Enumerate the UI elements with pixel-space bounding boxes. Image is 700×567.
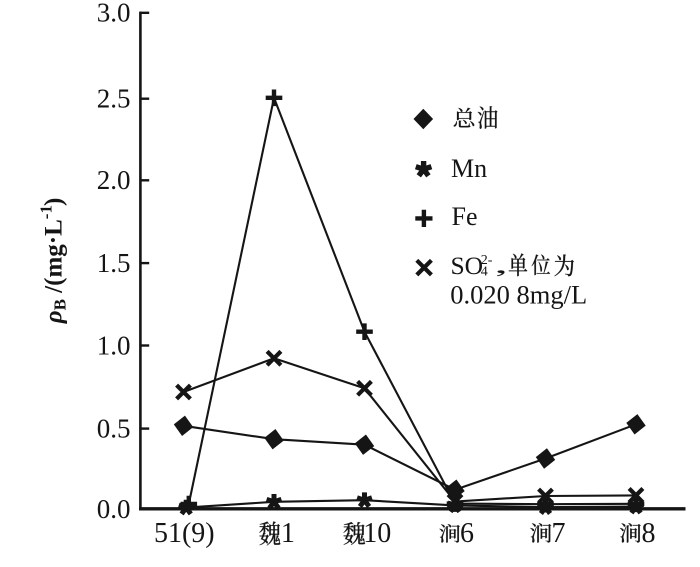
svg-text:SO: SO xyxy=(451,251,484,280)
svg-text:10: 10 xyxy=(363,518,391,549)
svg-text:2.5: 2.5 xyxy=(97,84,131,114)
svg-text:51(9): 51(9) xyxy=(154,518,215,549)
svg-text:1.5: 1.5 xyxy=(97,248,131,278)
svg-text:1.0: 1.0 xyxy=(97,330,131,360)
svg-text:ρB /(mg·L-1): ρB /(mg·L-1) xyxy=(37,198,70,325)
svg-text:Fe: Fe xyxy=(452,202,478,231)
svg-text:2.0: 2.0 xyxy=(97,165,131,195)
svg-text:0.020 8mg/L: 0.020 8mg/L xyxy=(450,280,587,310)
svg-text:2-: 2- xyxy=(481,253,493,268)
svg-text:6: 6 xyxy=(460,518,474,549)
svg-text:0.5: 0.5 xyxy=(97,413,131,443)
svg-text:Mn: Mn xyxy=(451,154,487,183)
svg-text:0.0: 0.0 xyxy=(97,494,131,524)
svg-text:4: 4 xyxy=(481,265,488,280)
svg-text:1: 1 xyxy=(281,518,295,549)
svg-text:7: 7 xyxy=(552,518,566,549)
svg-text:3.0: 3.0 xyxy=(97,0,131,28)
svg-text:8: 8 xyxy=(642,518,656,549)
